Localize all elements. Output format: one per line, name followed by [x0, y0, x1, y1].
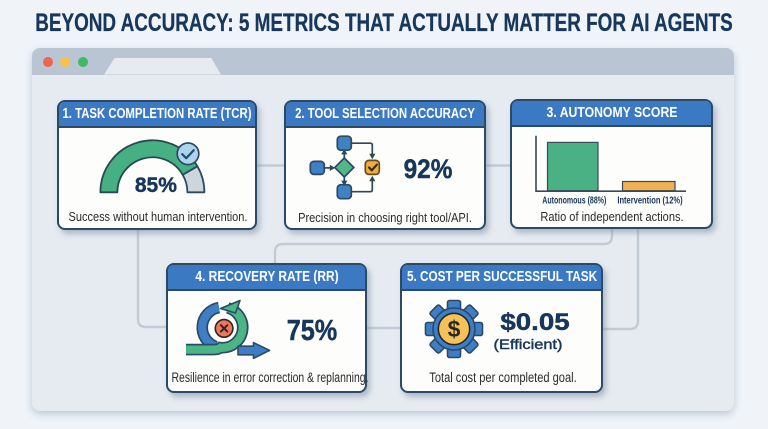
svg-text:Intervention (12%): Intervention (12%) [617, 196, 682, 207]
svg-text:Autonomous (88%): Autonomous (88%) [542, 196, 606, 207]
svg-text:$: $ [448, 316, 461, 342]
